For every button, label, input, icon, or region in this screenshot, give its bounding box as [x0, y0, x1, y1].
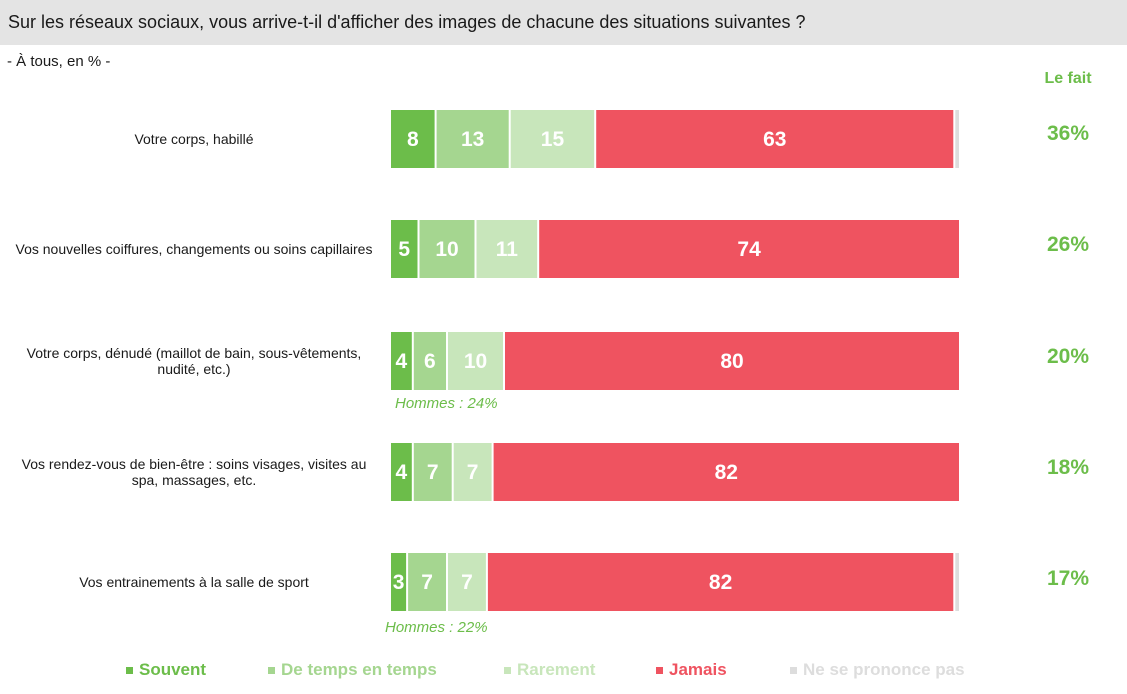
- chart-subtitle: - À tous, en % -: [7, 53, 111, 70]
- bar-value-label: 7: [461, 571, 473, 594]
- bar-segment: [453, 443, 492, 501]
- row-label: Vos entrainements à la salle de sport: [10, 562, 378, 602]
- legend-swatch: [790, 666, 797, 674]
- title-bar: [0, 0, 1127, 45]
- bar-value-label: 82: [715, 461, 738, 484]
- bar-value-label: 10: [435, 238, 458, 261]
- bar-segment: [391, 553, 407, 611]
- bar-value-label: 15: [541, 128, 565, 151]
- legend-label: Ne se prononce pas: [803, 660, 965, 679]
- bar-value-label: 10: [464, 350, 487, 373]
- legend-label: Souvent: [139, 660, 207, 679]
- subgroup-note: Hommes : 22%: [385, 619, 488, 636]
- bar-segment: [391, 110, 435, 168]
- bar-segment: [413, 332, 446, 390]
- row-label-text: Vos nouvelles coiffures, changements ou …: [15, 241, 373, 257]
- row-label: Votre corps, dénudé (maillot de bain, so…: [10, 341, 378, 381]
- row-label: Vos rendez-vous de bien-être : soins vis…: [10, 452, 378, 492]
- bar-segment: [493, 443, 959, 501]
- bar-value-label: 5: [398, 238, 410, 261]
- bar-value-label: 80: [720, 350, 743, 373]
- bar-value-label: 63: [763, 128, 786, 151]
- legend-item: Rarement: [504, 660, 595, 680]
- lefait-header: Le fait: [1044, 70, 1092, 87]
- bar-segment: [955, 553, 959, 611]
- bar-value-label: 6: [424, 350, 436, 373]
- legend: Souvent De temps en temps Rarement Jamais Ne…: [0, 660, 1127, 684]
- legend-label: Jamais: [669, 660, 727, 679]
- bar-value-label: 74: [737, 238, 761, 261]
- bar-segment: [955, 110, 959, 168]
- lefait-value: 26%: [1046, 233, 1090, 256]
- row-label-text: Vos rendez-vous de bien-être : soins vis…: [21, 456, 367, 488]
- legend-swatch: [656, 666, 663, 674]
- bar-segment: [510, 110, 595, 168]
- row-label: Votre corps, habillé: [10, 119, 378, 159]
- bar-segment: [408, 553, 446, 611]
- legend-swatch: [504, 666, 511, 674]
- subgroup-note: Hommes : 24%: [395, 395, 498, 412]
- row-label-text: Vos entrainements à la salle de sport: [79, 574, 309, 590]
- bar-segment: [448, 553, 486, 611]
- bar-segment: [419, 220, 475, 278]
- legend-swatch: [268, 666, 275, 674]
- bar-value-label: 7: [427, 461, 439, 484]
- bar-value-label: 4: [396, 350, 408, 373]
- bar-value-label: 13: [461, 128, 484, 151]
- bar-segment: [596, 110, 954, 168]
- bar-segment: [448, 332, 503, 390]
- legend-item: De temps en temps: [268, 660, 437, 680]
- legend-item: Ne se prononce pas: [790, 660, 965, 680]
- bar-value-label: 82: [709, 571, 732, 594]
- bar-segment: [487, 553, 954, 611]
- bar-segment: [413, 443, 452, 501]
- bar-segment: [436, 110, 509, 168]
- legend-item: Souvent: [126, 660, 206, 680]
- lefait-value: 20%: [1046, 345, 1090, 368]
- bar-segment: [505, 332, 959, 390]
- bar-value-label: 4: [396, 461, 408, 484]
- row-label-text: Votre corps, habillé: [134, 131, 254, 147]
- legend-label: Rarement: [517, 660, 596, 679]
- bar-segment: [391, 332, 412, 390]
- bar-value-label: 11: [496, 238, 519, 261]
- legend-item: Jamais: [656, 660, 727, 680]
- row-label: Vos nouvelles coiffures, changements ou …: [10, 229, 378, 269]
- legend-swatch: [126, 666, 133, 674]
- lefait-value: 17%: [1046, 567, 1090, 590]
- bar-segment: [476, 220, 538, 278]
- row-label-text: Votre corps, dénudé (maillot de bain, so…: [26, 345, 362, 377]
- bar-value-label: 8: [407, 128, 419, 151]
- lefait-value: 36%: [1046, 122, 1090, 145]
- bar-value-label: 7: [467, 461, 479, 484]
- bar-segment: [391, 220, 418, 278]
- chart-title: Sur les réseaux sociaux, vous arrive-t-i…: [8, 12, 806, 32]
- bar-segment: [391, 443, 412, 501]
- legend-label: De temps en temps: [281, 660, 437, 679]
- lefait-value: 18%: [1046, 456, 1090, 479]
- bar-value-label: 3: [393, 571, 405, 594]
- bar-segment: [539, 220, 959, 278]
- bar-value-label: 7: [421, 571, 433, 594]
